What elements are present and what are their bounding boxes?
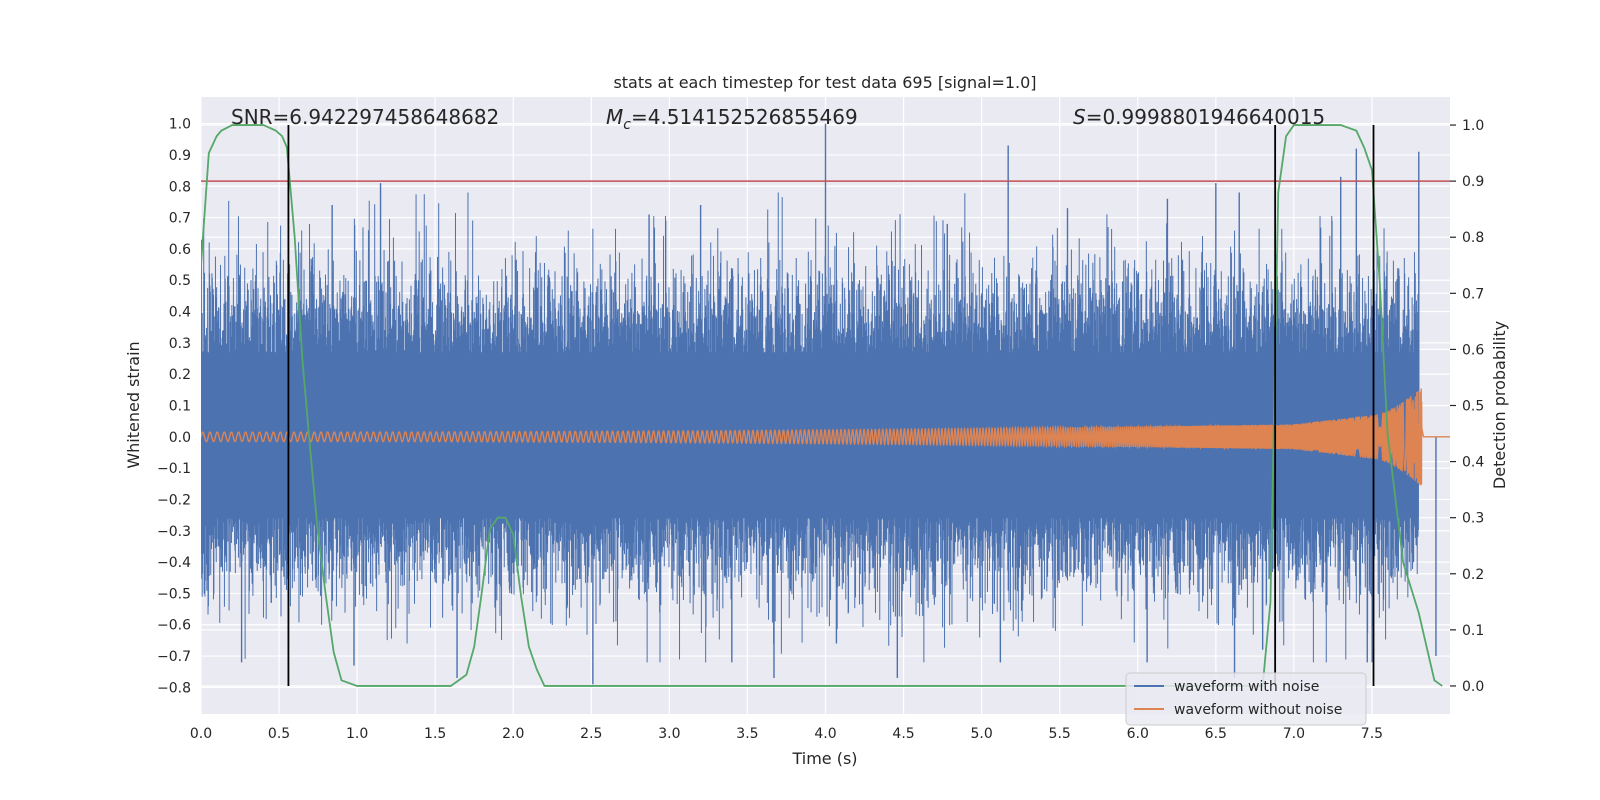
y-left-tick-label: 0.6	[169, 242, 191, 258]
y-right-tick-label: 1.0	[1462, 118, 1484, 134]
y-right-tick-label: 0.7	[1462, 286, 1484, 302]
y-left-tick-label: 0.3	[169, 336, 191, 352]
y-right-tick-label: 0.0	[1462, 679, 1484, 695]
y-left-tick-label: 0.5	[169, 273, 191, 289]
y-right-tick-label: 0.3	[1462, 511, 1484, 527]
y-left-tick-label: −0.5	[157, 586, 191, 602]
y-left-tick-label: −0.8	[157, 680, 191, 696]
x-tick-label: 3.5	[736, 726, 758, 742]
s-value: =0.9998801946640015	[1086, 105, 1325, 129]
y-left-tick-label: 0.8	[169, 179, 191, 195]
detection-probability-line	[201, 124, 1443, 687]
s-symbol: S	[1073, 105, 1086, 129]
chirp-line	[201, 388, 1450, 486]
y-left-tick-label: 1.0	[169, 117, 191, 133]
x-tick-label: 6.5	[1205, 726, 1227, 742]
x-tick-label: 7.5	[1361, 726, 1383, 742]
y-right-tick-label: 0.1	[1462, 623, 1484, 639]
x-tick-label: 4.5	[892, 726, 914, 742]
y-right-tick-label: 0.4	[1462, 455, 1484, 471]
x-tick-label: 7.0	[1283, 726, 1305, 742]
x-tick-label: 3.0	[658, 726, 680, 742]
y-left-tick-label: −0.2	[157, 492, 191, 508]
y-left-tick-label: 0.2	[169, 367, 191, 383]
y-right-axis-label: Detection probability	[1490, 321, 1509, 489]
x-tick-label: 2.5	[580, 726, 602, 742]
x-tick-label: 6.0	[1127, 726, 1149, 742]
series-waveform-without-noise	[201, 388, 1450, 486]
legend-entry-noise: waveform with noise	[1174, 679, 1319, 695]
y-right-tick-label: 0.2	[1462, 567, 1484, 583]
y-left-tick-label: −0.1	[157, 461, 191, 477]
x-tick-label: 0.5	[268, 726, 290, 742]
y-right-tick-label: 0.5	[1462, 399, 1484, 415]
y-right-tick-label: 0.8	[1462, 230, 1484, 246]
x-tick-label: 5.5	[1049, 726, 1071, 742]
x-tick-label: 4.0	[814, 726, 836, 742]
snr-annotation: SNR=6.942297458648682	[231, 105, 499, 129]
y-left-tick-label: 0.9	[169, 148, 191, 164]
x-tick-label: 5.0	[970, 726, 992, 742]
x-tick-label: 1.0	[346, 726, 368, 742]
x-tick-label: 0.0	[190, 726, 212, 742]
y-left-tick-label: 0.1	[169, 399, 191, 415]
mc-subscript: c	[623, 117, 631, 133]
y-left-tick-label: −0.4	[157, 555, 191, 571]
s-annotation: S=0.9998801946640015	[1073, 105, 1325, 129]
y-right-tick-label: 0.9	[1462, 174, 1484, 190]
mc-value: =4.514152526855469	[631, 105, 858, 129]
y-left-tick-label: −0.6	[157, 618, 191, 634]
y-left-tick-labels: −0.8 −0.7 −0.6 −0.5 −0.4 −0.3 −0.2 −0.1 0.0 0.1 0.…	[157, 117, 191, 697]
y-left-tick-label: 0.7	[169, 211, 191, 227]
x-tick-label: 2.0	[502, 726, 524, 742]
legend: waveform with noise waveform without noi…	[1125, 672, 1367, 726]
mc-annotation: Mc=4.514152526855469	[606, 105, 858, 133]
y-right-tick-label: 0.6	[1462, 342, 1484, 358]
y-left-tick-label: 0.4	[169, 305, 191, 321]
y-left-tick-label: 0.0	[169, 430, 191, 446]
y-left-tick-label: −0.3	[157, 524, 191, 540]
mc-symbol: M	[606, 105, 623, 129]
legend-box	[1125, 672, 1367, 726]
y-right-tick-labels: 0.0 0.1 0.2 0.3 0.4 0.5 0.6 0.7 0.8 0.9 1.0	[1450, 118, 1484, 695]
series-layer	[201, 123, 1450, 687]
x-tick-labels: 0.0 0.5 1.0 1.5 2.0 2.5 3.0 3.5 4.0 4.5 5.0 5.5 6.0 6…	[190, 726, 1383, 742]
y-left-axis-label: Whitened strain	[124, 341, 143, 468]
y-left-tick-label: −0.7	[157, 649, 191, 665]
x-axis-label: Time (s)	[791, 749, 857, 768]
x-tick-label: 1.5	[424, 726, 446, 742]
legend-entry-clean: waveform without noise	[1174, 702, 1342, 718]
chart-title: stats at each timestep for test data 695…	[613, 73, 1036, 92]
